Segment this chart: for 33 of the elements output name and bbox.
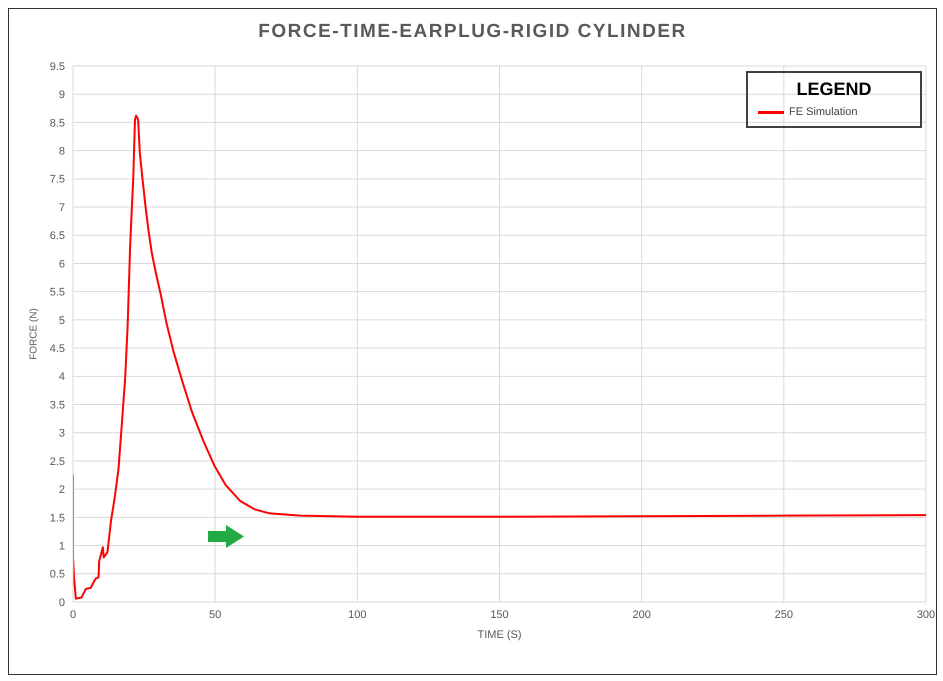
y-tick-label: 4 bbox=[58, 371, 65, 384]
y-tick-label: 2.5 bbox=[50, 456, 65, 468]
legend-title: LEGEND bbox=[795, 79, 872, 100]
x-tick-label: 250 bbox=[774, 608, 794, 621]
chart-title: FORCE-TIME-EARPLUG-RIGID CYLINDER bbox=[257, 21, 688, 43]
x-tick-label: 150 bbox=[490, 608, 509, 621]
y-tick-label: 8 bbox=[58, 146, 65, 158]
y-tick-label: 3.5 bbox=[50, 399, 65, 412]
y-tick-label: 6 bbox=[58, 258, 65, 270]
y-tick-label: 5 bbox=[58, 314, 65, 327]
x-tick-label: 50 bbox=[209, 608, 222, 621]
y-tick-label: 7 bbox=[58, 202, 65, 214]
legend-label: FE Simulation bbox=[788, 106, 858, 118]
y-tick-label: 5.5 bbox=[50, 286, 65, 299]
x-tick-label: 0 bbox=[70, 608, 76, 621]
y-tick-label: 9.5 bbox=[50, 60, 65, 73]
y-tick-label: 9 bbox=[58, 89, 65, 102]
x-tick-label: 300 bbox=[916, 608, 936, 621]
y-tick-label: 3 bbox=[58, 428, 65, 440]
y-tick-label: 6.5 bbox=[50, 230, 65, 242]
y-tick-label: 4.5 bbox=[50, 343, 65, 356]
y-tick-label: 1.5 bbox=[50, 512, 65, 524]
line-series bbox=[73, 114, 926, 600]
y-axis-title: FORCE (N) bbox=[28, 308, 40, 360]
x-tick-label: 200 bbox=[632, 608, 651, 621]
x-tick-label: 100 bbox=[348, 608, 367, 621]
y-tick-label: 8.5 bbox=[50, 117, 65, 130]
y-tick-label: 7.5 bbox=[50, 174, 65, 186]
y-tick-label: 1 bbox=[58, 540, 65, 552]
y-tick-label: 0 bbox=[58, 596, 65, 609]
x-axis-title: TIME (S) bbox=[478, 629, 522, 641]
y-tick-label: 0.5 bbox=[50, 568, 65, 581]
y-tick-label: 2 bbox=[58, 484, 65, 496]
